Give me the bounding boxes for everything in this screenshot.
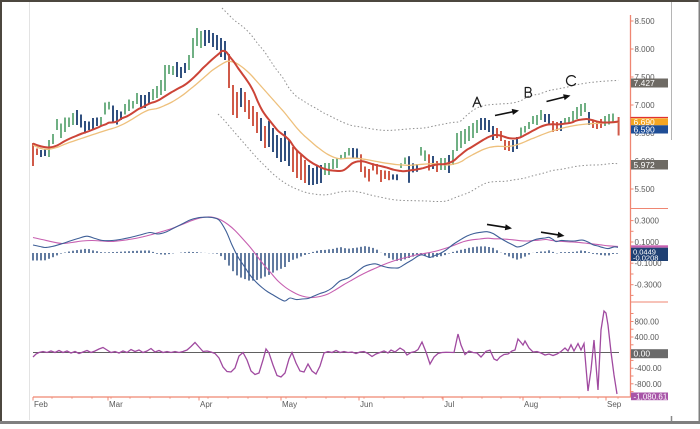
svg-text:6.590: 6.590 (634, 124, 656, 134)
svg-text:Jul: Jul (444, 400, 454, 409)
svg-text:5.972: 5.972 (634, 160, 656, 170)
svg-text:-400.00: -400.00 (635, 364, 663, 373)
svg-text:400.00: 400.00 (635, 333, 660, 342)
svg-text:8.500: 8.500 (635, 17, 656, 26)
svg-text:0.00: 0.00 (634, 349, 651, 359)
svg-text:7.427: 7.427 (634, 78, 656, 88)
svg-text:Aug: Aug (524, 400, 538, 409)
svg-text:Feb: Feb (34, 400, 48, 409)
svg-text:7.000: 7.000 (635, 101, 656, 110)
svg-text:Jun: Jun (360, 400, 373, 409)
svg-text:-0.3000: -0.3000 (635, 281, 663, 290)
svg-text:-800.00: -800.00 (635, 380, 663, 389)
svg-text:800.00: 800.00 (635, 318, 660, 327)
svg-text:Mar: Mar (109, 400, 123, 409)
svg-text:-0.0208: -0.0208 (633, 254, 658, 263)
svg-text:Apr: Apr (200, 400, 213, 409)
svg-text:0.3000: 0.3000 (635, 217, 660, 226)
svg-text:-1,080.61: -1,080.61 (634, 392, 668, 401)
svg-text:5.500: 5.500 (635, 185, 656, 194)
svg-text:May: May (282, 400, 297, 409)
svg-text:Sep: Sep (607, 400, 622, 409)
svg-text:8.000: 8.000 (635, 45, 656, 54)
